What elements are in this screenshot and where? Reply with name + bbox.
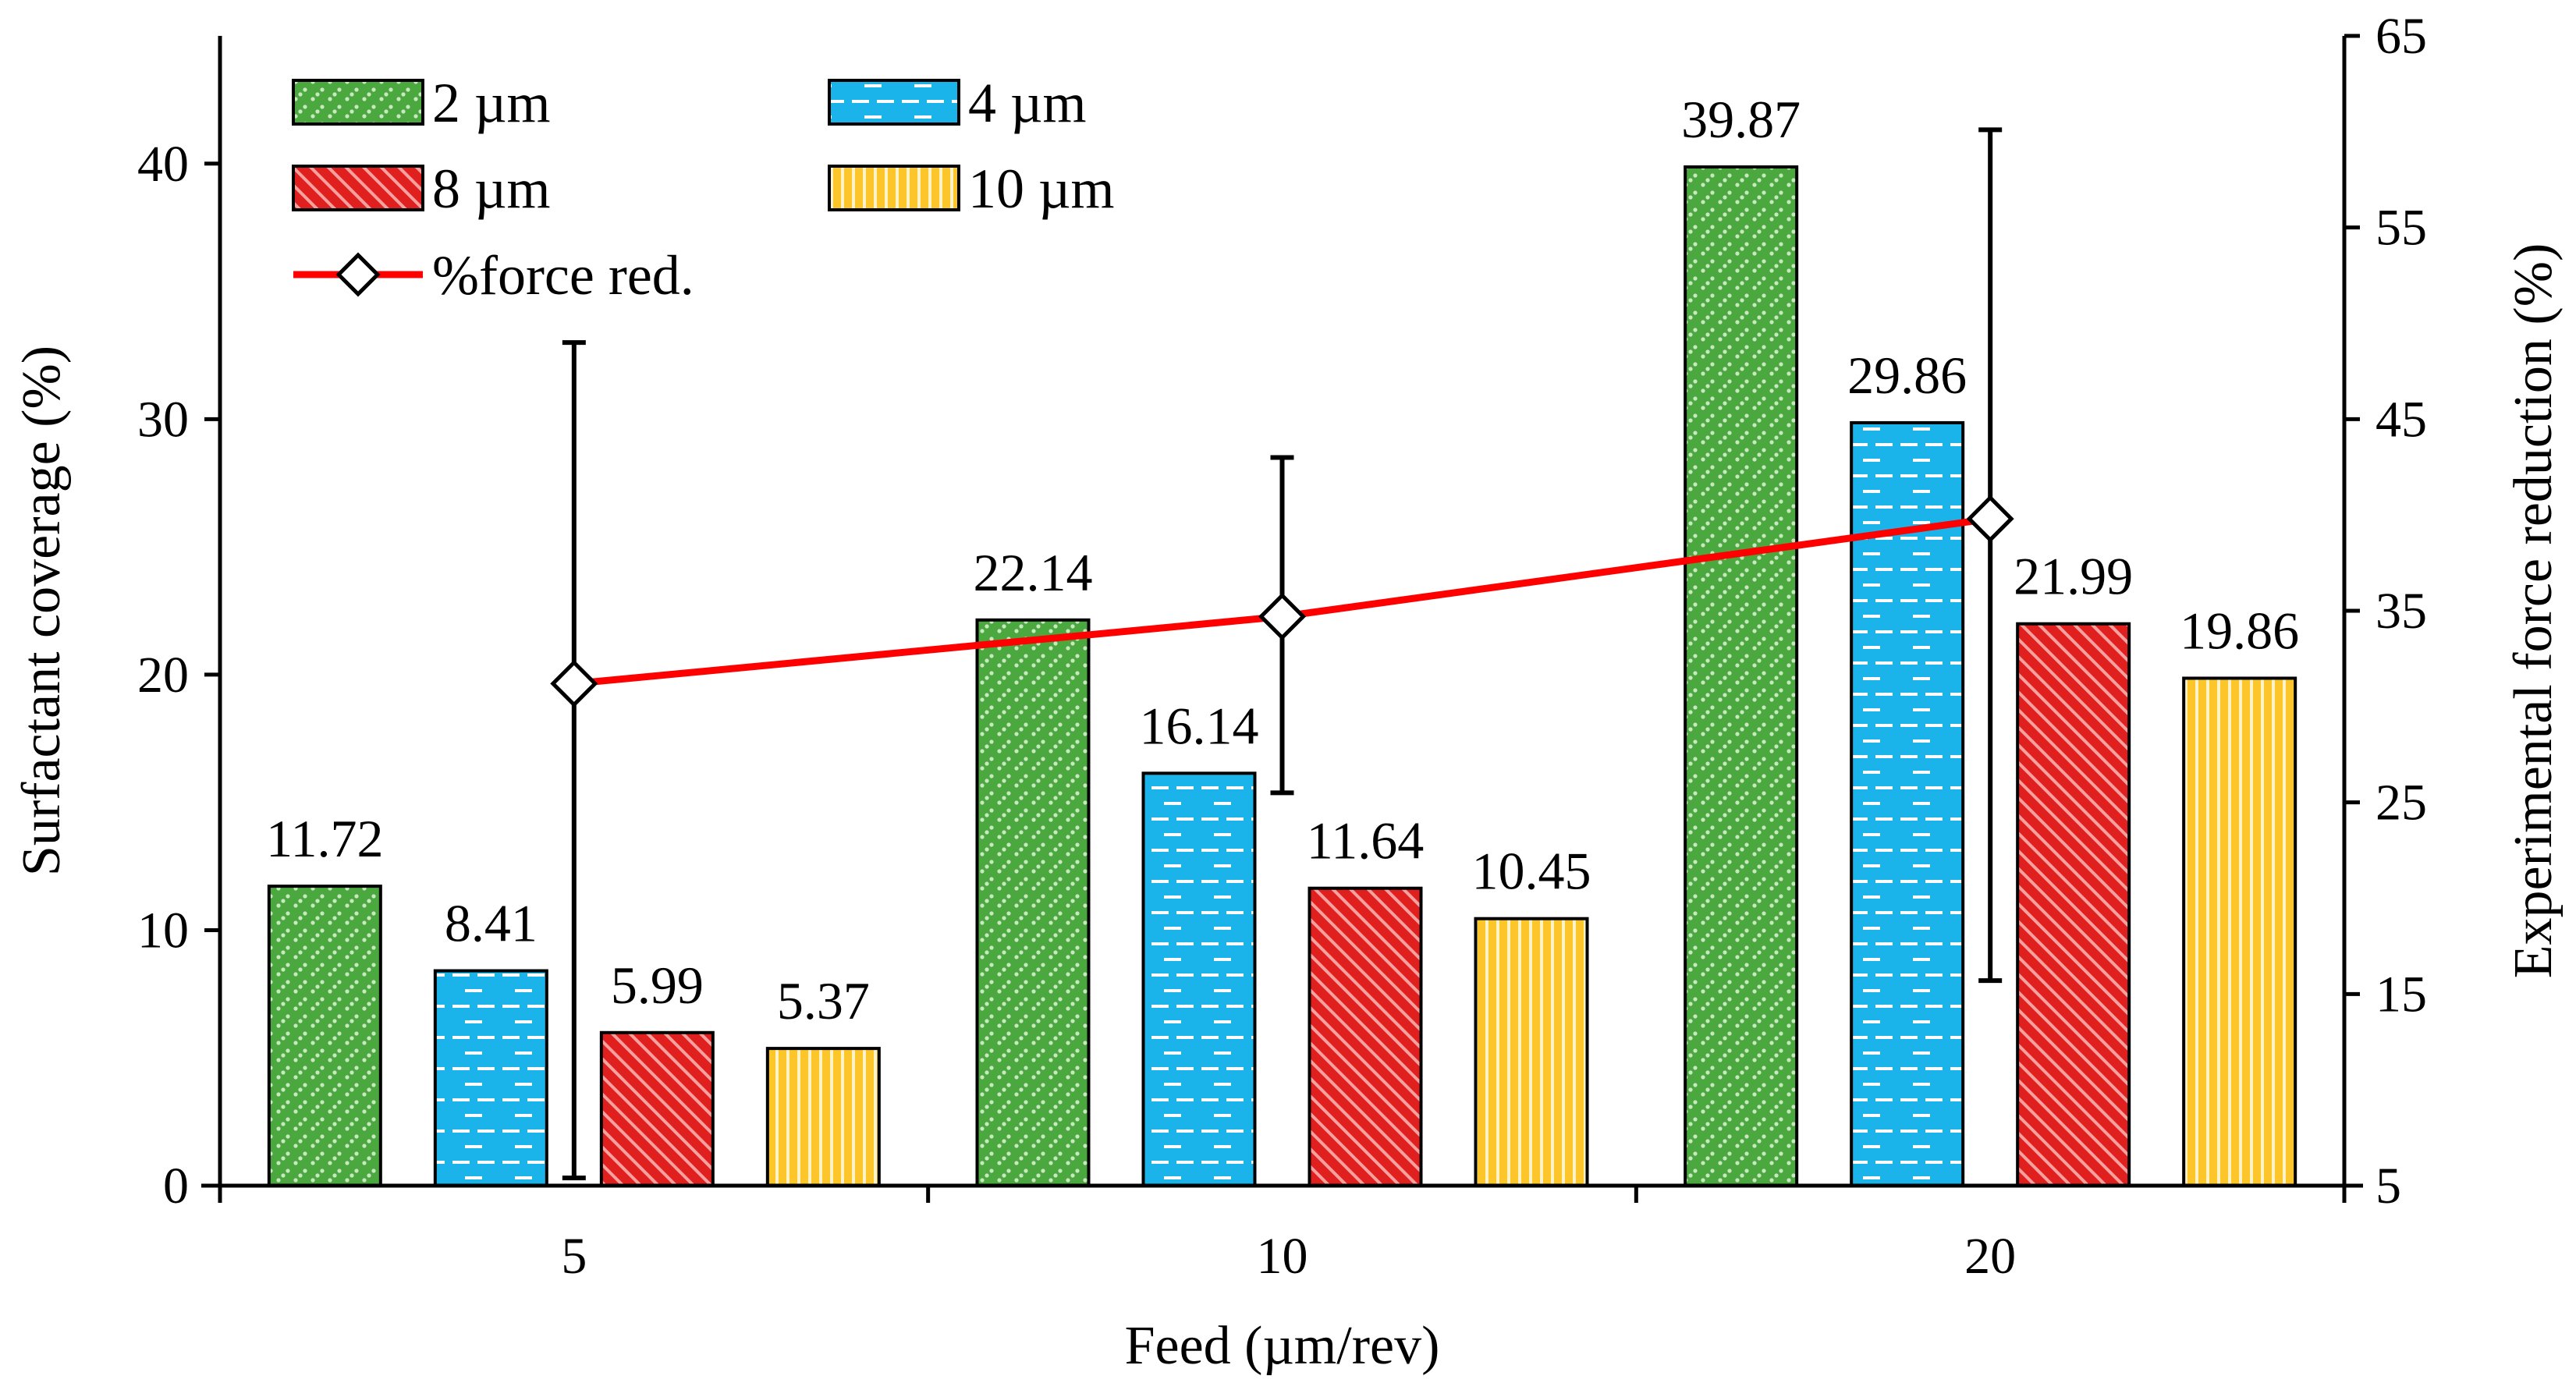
legend-swatch: [292, 165, 424, 211]
data-label-8um-feed-10: 11.64: [1307, 811, 1424, 871]
bar-2um-feed-20: [1684, 165, 1799, 1187]
legend-entry-10um: 10 µm: [828, 158, 1115, 220]
x-tick-label-10: 10: [1257, 1228, 1308, 1285]
bar-4um-feed-20: [1850, 420, 1965, 1187]
x-tick-label-20: 20: [1964, 1228, 2016, 1285]
legend-entry-2um: 2 µm: [292, 72, 551, 134]
legend: 2 µm 4 µm 8 µm 10 µm %force red.: [292, 72, 1115, 307]
y-tick-label-0: 0: [163, 1158, 189, 1215]
legend-swatch: [828, 79, 960, 126]
force-reduction-marker-feed-20: [1966, 495, 2014, 543]
data-label-2um-feed-5: 11.72: [266, 809, 383, 868]
y2-tick-label-15: 15: [2376, 966, 2427, 1023]
y-tick-label-30: 30: [137, 391, 189, 448]
x-tick-label-5: 5: [561, 1228, 587, 1285]
legend-entry-8um: 8 µm: [292, 158, 551, 220]
legend-diamond-marker: [335, 252, 381, 297]
bar-2um-feed-5: [267, 885, 382, 1187]
data-label-4um-feed-20: 29.86: [1847, 346, 1967, 405]
force-reduction-line-layer: [550, 127, 2014, 1181]
data-label-2um-feed-10: 22.14: [974, 543, 1093, 602]
legend-label: %force red.: [432, 244, 694, 307]
bars-layer: [267, 165, 2297, 1188]
legend-entry-4um: 4 µm: [828, 72, 1087, 134]
y2-tick-label-5: 5: [2376, 1158, 2401, 1215]
y2-tick-label-35: 35: [2376, 583, 2427, 640]
bar-10um-feed-20: [2182, 676, 2297, 1187]
bar-8um-feed-5: [599, 1030, 715, 1187]
y2-axis-title: Experimental force reduction (%): [2503, 243, 2564, 979]
data-label-4um-feed-5: 8.41: [445, 894, 538, 953]
bar-8um-feed-10: [1308, 886, 1423, 1187]
y2-tick-label-25: 25: [2376, 775, 2427, 832]
force-reduction-marker-feed-5: [550, 659, 598, 707]
y2-tick-label-55: 55: [2376, 200, 2427, 257]
bar-4um-feed-10: [1141, 771, 1257, 1187]
legend-label: 10 µm: [968, 158, 1115, 220]
y-tick-label-10: 10: [137, 902, 189, 959]
axes-layer: 0 10 20 30 40 5 15 25 35 45 55 65 5 10 20 Feed (µm/rev)…: [12, 8, 2564, 1376]
x-axis-title: Feed (µm/rev): [1125, 1316, 1440, 1376]
data-label-8um-feed-5: 5.99: [611, 956, 704, 1015]
force-reduction-marker-feed-10: [1258, 592, 1307, 640]
data-label-10um-feed-20: 19.86: [2180, 601, 2299, 660]
bar-10um-feed-10: [1474, 917, 1589, 1188]
data-label-10um-feed-5: 5.37: [777, 971, 870, 1030]
y-tick-label-20: 20: [137, 647, 189, 704]
bar-8um-feed-20: [2016, 622, 2131, 1187]
legend-label: 8 µm: [432, 158, 551, 220]
legend-entry-force-reduction: %force red.: [293, 244, 694, 307]
y2-tick-label-65: 65: [2376, 8, 2427, 65]
bar-4um-feed-5: [433, 969, 548, 1187]
y-axis-title: Surfactant coverage (%): [12, 346, 72, 876]
legend-swatch: [828, 165, 960, 211]
legend-label: 4 µm: [968, 72, 1087, 134]
data-label-4um-feed-10: 16.14: [1140, 696, 1259, 755]
bar-10um-feed-5: [765, 1047, 881, 1187]
error-bar-feed-20: [1978, 127, 2003, 984]
error-bar-feed-5: [562, 340, 586, 1181]
legend-swatch: [292, 79, 424, 126]
y2-tick-label-45: 45: [2376, 391, 2427, 448]
legend-label: 2 µm: [432, 72, 551, 134]
bar-2um-feed-10: [975, 618, 1091, 1187]
y-tick-label-40: 40: [137, 136, 189, 193]
bar-labels-layer: 11.72 22.14 39.87 8.41 16.14 29.86 5.99 11.64 21…: [266, 90, 2299, 1030]
data-label-8um-feed-20: 21.99: [2014, 547, 2133, 606]
data-label-10um-feed-10: 10.45: [1472, 842, 1591, 901]
data-label-2um-feed-20: 39.87: [1681, 90, 1801, 149]
